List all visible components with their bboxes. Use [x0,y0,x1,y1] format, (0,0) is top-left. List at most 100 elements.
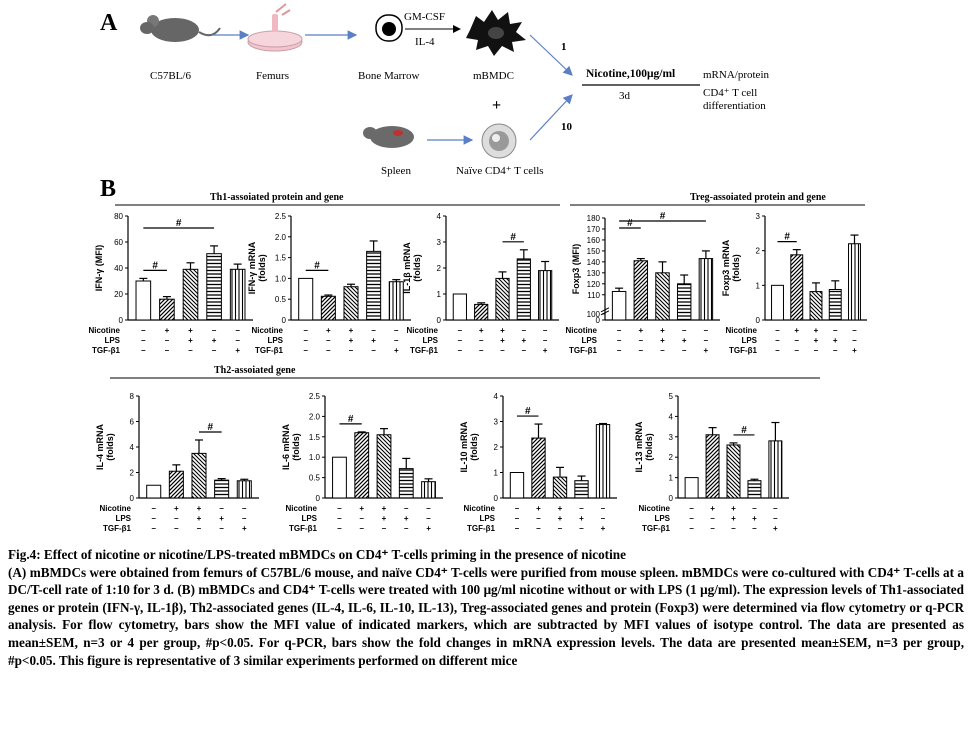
treatment-row-label: Nicotine [406,326,438,335]
y-tick-label: 80 [114,212,123,221]
petri-dish-icon [247,3,303,52]
treatment-symbol: + [326,326,331,335]
y-axis-label: Foxp3 mRNA [721,239,731,296]
treatment-symbol: – [522,326,527,335]
treatment-row-label: Nicotine [251,326,283,335]
treatment-symbol: – [303,346,308,355]
y-axis-label: IFN-γ mRNA [247,241,257,294]
bar [698,258,714,321]
treatment-symbol: – [775,336,780,345]
treatment-row-label: TGF-β1 [729,346,758,355]
treatment-row-label: TGF-β1 [103,524,132,533]
readout-label: mRNA/protein [703,69,769,81]
treatment-symbol: – [522,346,527,355]
treatment-symbol: + [426,524,431,533]
y-tick-label: 0 [130,494,135,503]
bar [229,268,246,321]
treatment-symbol: – [710,514,715,523]
treatment-row-label: Nicotine [638,504,670,513]
treatment-symbol: + [814,336,819,345]
femurs-label: Femurs [256,70,289,82]
significance-mark: # [314,260,320,271]
bar [452,293,467,321]
treatment-symbol: – [795,346,800,355]
treatment-symbol: – [349,346,354,355]
t-cell-icon [481,123,517,159]
treatment-symbol: – [479,346,484,355]
treatment-symbol: + [349,336,354,345]
treatment-row-label: Nicotine [463,504,495,513]
treatment-symbol: – [151,514,156,523]
significance-mark: # [784,232,790,243]
spleen-mouse-icon [363,126,414,148]
treatment-symbol: – [536,524,541,533]
nicotine-condition: Nicotine,100μg/ml [586,68,675,80]
y-axis-label: (folds) [291,433,301,461]
y-tick-label: 3 [494,418,499,427]
chart-il6_mrna: 0 0.5 1.0 1.5 2.0 2.5 IL-6 mRNA (folds) # Nicotin… [281,392,443,533]
treatment-symbol: + [174,504,179,513]
y-tick-label: 2 [756,247,761,256]
treatment-symbol: + [558,514,563,523]
y-axis-label: Foxp3 (MFI) [571,244,581,295]
treatment-symbol: – [536,514,541,523]
bar [809,291,823,321]
treatment-symbol: – [360,514,365,523]
bar [398,468,414,499]
treatment-symbol: – [775,326,780,335]
y-tick-label: 2 [437,264,442,273]
y-tick-label: 160 [587,236,601,245]
treatment-symbol: + [731,514,736,523]
significance-mark: # [176,218,182,229]
plus-sign: + [492,97,501,114]
y-tick-label: 4 [437,212,442,221]
treatment-symbol: – [752,524,757,533]
y-tick-label: 2.0 [275,233,287,242]
treatment-symbol: + [371,336,376,345]
y-tick-label: 140 [587,258,601,267]
bar [790,254,804,321]
y-tick-label: 150 [587,247,601,256]
treatment-row-label: LPS [115,514,131,523]
treatment-symbol: + [536,504,541,513]
bar [206,253,222,321]
treatment-symbol: – [174,524,179,533]
y-axis-label: (folds) [105,433,115,461]
treatment-symbol: + [601,524,606,533]
treatment-symbol: – [235,336,240,345]
treatment-row-label: Nicotine [725,326,757,335]
treatment-symbol: – [601,514,606,523]
treatment-symbol: – [326,336,331,345]
treatment-symbol: – [682,326,687,335]
treatment-symbol: – [814,346,819,355]
treatment-symbol: – [617,326,622,335]
treatment-symbol: – [682,346,687,355]
treatment-row-label: TGF-β1 [467,524,496,533]
y-tick-label: 2 [130,469,135,478]
treatment-symbol: + [165,326,170,335]
treatment-symbol: – [639,346,644,355]
significance-mark: # [208,422,214,433]
y-tick-label: 0 [437,316,442,325]
treatment-symbol: – [141,326,146,335]
treatment-symbol: + [382,514,387,523]
bar [135,280,152,321]
y-axis-label: (folds) [257,254,267,282]
bar [236,480,252,499]
mouse-label: C57BL/6 [150,70,191,82]
treatment-symbol: + [500,326,505,335]
treatment-symbol: + [638,326,643,335]
bone-marrow-label: Bone Marrow [358,70,419,82]
treatment-symbol: + [731,504,736,513]
treatment-symbol: + [188,336,193,345]
treatment-symbol: – [773,514,778,523]
treatment-symbol: – [515,514,520,523]
y-tick-label: 1 [756,281,761,290]
bar [768,440,783,499]
y-axis-label: IL-10 mRNA [459,421,469,473]
treatment-symbol: – [141,336,146,345]
bar [531,437,546,499]
